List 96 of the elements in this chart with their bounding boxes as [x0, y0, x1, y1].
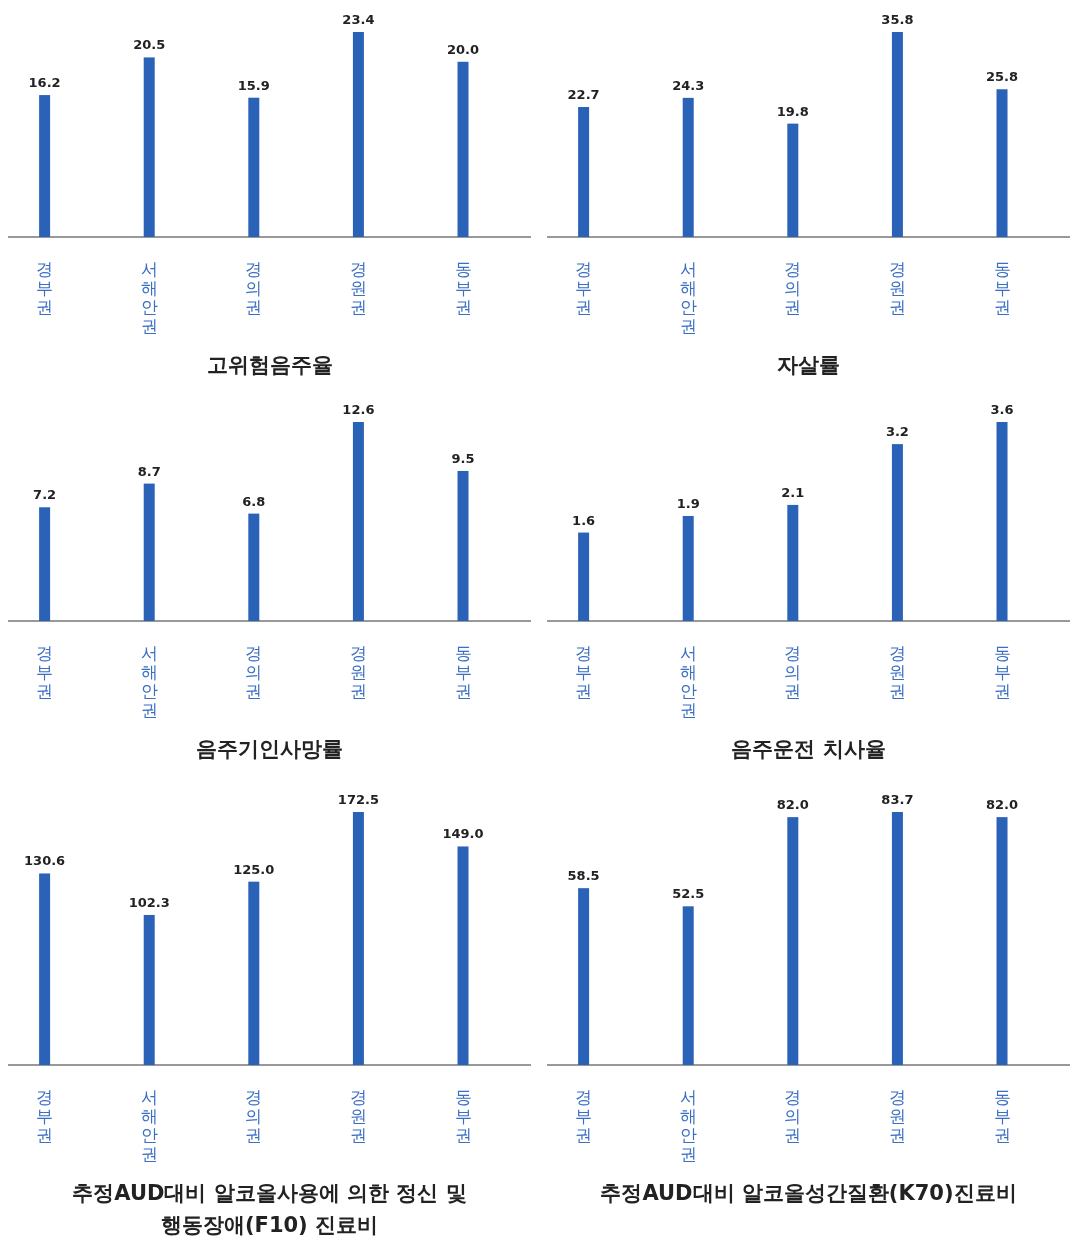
x-tick-label: 경의권	[245, 259, 263, 317]
text: 추정AUD대비 알코올사용에 의한 정신 및 행동장애(F10) 진료비	[71, 1180, 468, 1239]
bar	[996, 89, 1008, 237]
data-label: 7.2	[33, 487, 57, 503]
bar	[39, 507, 51, 621]
x-tick-label: 서해안권	[140, 1087, 158, 1164]
data-label: 23.4	[342, 12, 375, 27]
data-label: 20.0	[446, 41, 480, 57]
x-tick-label: 경부권	[575, 259, 593, 317]
data-label: 172.5	[337, 792, 379, 807]
x-tick-label: 동부권	[993, 259, 1011, 317]
bar	[352, 32, 364, 237]
bar	[996, 817, 1008, 1065]
bar	[578, 107, 590, 237]
data-label: 22.7	[567, 87, 600, 103]
data-label: 19.8	[776, 103, 809, 119]
data-label: 15.9	[237, 77, 270, 93]
data-label: 9.5	[451, 450, 475, 466]
bar	[682, 906, 694, 1065]
text: 음주기인사망률	[196, 736, 343, 763]
bar	[248, 513, 260, 621]
data-label: 25.8	[985, 69, 1019, 85]
x-tick-label: 경의권	[784, 259, 802, 317]
bar	[457, 61, 469, 237]
bar	[248, 97, 260, 237]
data-label: 24.3	[672, 77, 705, 93]
bar	[682, 515, 694, 621]
x-tick-label: 서해안권	[679, 1087, 697, 1164]
data-label: 12.6	[342, 402, 375, 417]
bar	[578, 888, 590, 1065]
x-tick-label: 경부권	[36, 1087, 54, 1145]
x-tick-label: 서해안권	[140, 259, 158, 336]
bar	[457, 470, 469, 621]
text: 고위험음주율	[206, 352, 333, 379]
data-label: 20.5	[133, 37, 166, 53]
x-tick-label: 서해안권	[140, 643, 158, 720]
data-label: 1.6	[572, 512, 596, 528]
x-tick-label: 경원권	[349, 1087, 367, 1145]
bar	[248, 881, 260, 1065]
x-tick-label: 경원권	[349, 643, 367, 701]
x-tick-label: 경원권	[888, 1087, 906, 1145]
data-label: 82.0	[776, 797, 809, 813]
data-label: 83.7	[881, 792, 914, 807]
bar	[787, 504, 799, 621]
bar	[143, 57, 155, 237]
data-label: 130.6	[24, 853, 66, 869]
x-tick-label: 경원권	[888, 259, 906, 317]
x-tick-label: 경원권	[888, 643, 906, 701]
x-tick-label: 경의권	[784, 643, 802, 701]
bar	[787, 817, 799, 1065]
x-tick-label: 동부권	[993, 643, 1011, 701]
data-label: 8.7	[137, 463, 161, 479]
data-label: 149.0	[442, 826, 484, 842]
bar	[39, 873, 51, 1065]
bar	[891, 812, 903, 1065]
x-tick-label: 경원권	[349, 259, 367, 317]
x-tick-label: 동부권	[993, 1087, 1011, 1145]
data-label: 1.9	[676, 495, 700, 511]
bar	[578, 532, 590, 621]
data-label: 102.3	[128, 894, 170, 910]
bar	[787, 123, 799, 237]
bar	[143, 914, 155, 1065]
x-tick-label: 경의권	[245, 1087, 263, 1145]
x-tick-label: 동부권	[454, 1087, 472, 1145]
bar	[39, 95, 51, 237]
data-label: 82.0	[985, 797, 1019, 813]
text: 자살률	[777, 352, 840, 379]
data-label: 3.2	[885, 424, 909, 440]
x-tick-label: 경부권	[575, 643, 593, 701]
x-tick-label: 동부권	[454, 643, 472, 701]
bar	[891, 32, 903, 237]
x-tick-label: 경의권	[784, 1087, 802, 1145]
x-tick-label: 서해안권	[679, 643, 697, 720]
x-tick-label: 서해안권	[679, 259, 697, 336]
data-label: 3.6	[990, 402, 1014, 417]
data-label: 52.5	[672, 886, 705, 902]
x-tick-label: 경부권	[36, 643, 54, 701]
bar	[352, 422, 364, 621]
data-label: 6.8	[242, 493, 266, 509]
text: 음주운전 치사율	[731, 736, 886, 763]
data-label: 16.2	[28, 75, 61, 91]
bar	[457, 846, 469, 1065]
data-label: 58.5	[567, 868, 600, 884]
bar	[996, 422, 1008, 621]
data-label: 2.1	[781, 484, 805, 500]
bar	[143, 483, 155, 621]
x-tick-label: 경부권	[36, 259, 54, 317]
x-tick-label: 동부권	[454, 259, 472, 317]
bar	[682, 97, 694, 237]
data-label: 35.8	[881, 12, 914, 27]
data-label: 125.0	[233, 861, 275, 877]
x-tick-label: 경부권	[575, 1087, 593, 1145]
text: 추정AUD대비 알코올성간질환(K70)진료비	[600, 1180, 1017, 1207]
bar	[891, 444, 903, 621]
bar	[352, 812, 364, 1065]
x-tick-label: 경의권	[245, 643, 263, 701]
